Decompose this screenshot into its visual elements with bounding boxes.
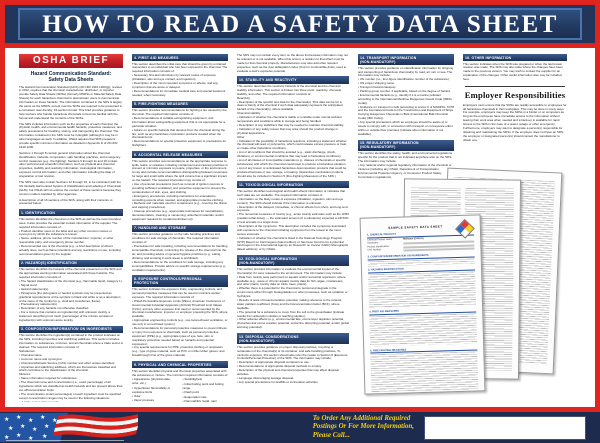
section-8-header: 8. EXPOSURE CONTROLS/PERSONAL PROTECTION — [132, 275, 228, 287]
column-sections-14-15: 14. TRANSPORT INFORMATION (NON-MANDATORY… — [358, 54, 454, 402]
section-1-header: 1. IDENTIFICATION — [19, 209, 123, 217]
list-item: Flash point — [183, 390, 229, 395]
sample-sds-text-block — [370, 351, 479, 393]
poster-content: OSHA BRIEF Hazard Communication Standard… — [5, 48, 595, 407]
list-item: Evaporation rate — [183, 395, 229, 400]
sample-sds-text-block — [369, 313, 478, 347]
column-sections-10-13: The SDS may not contain every item on th… — [237, 54, 349, 402]
section-9-note: The SDS may not contain every item on th… — [237, 54, 348, 73]
svg-text:★: ★ — [52, 417, 57, 424]
svg-text:★: ★ — [44, 423, 49, 430]
section-15-body: This section identifies the safety, heal… — [358, 151, 453, 179]
list-item: Solubility(ies) — [183, 378, 229, 382]
section-14-header: 14. TRANSPORT INFORMATION (NON-MANDATORY… — [358, 54, 454, 66]
red-frame: HOW TO READ A SAFETY DATA SHEET OSHA BRI… — [0, 0, 600, 412]
section-15-header: 15. REGULATORY INFORMATION (NON-MANDATOR… — [358, 139, 454, 151]
svg-text:★: ★ — [42, 433, 47, 440]
section-3-body: This section identifies the ingredient(s… — [19, 333, 123, 402]
section-9-properties-list: Appearance (physical state, color, etc.)… — [132, 378, 228, 402]
osha-brief-label: OSHA BRIEF — [19, 54, 123, 68]
fine-print-line — [6, 439, 124, 441]
divider-line — [465, 86, 565, 88]
svg-text:★: ★ — [28, 435, 33, 442]
section-6-header: 6. ACCIDENTAL RELEASE MEASURES — [132, 151, 228, 159]
us-flag-graphic: ★ ★ ★ ★ ★ ★ ★ ★ ★ ★ ★ ★ ★ — [0, 413, 138, 442]
section-10-header: 10. STABILITY AND REACTIVITY — [237, 76, 349, 84]
section-1-body: This section identifies the chemical on … — [19, 216, 121, 256]
footer-band: ★ ★ ★ ★ ★ ★ ★ ★ ★ ★ ★ ★ ★ To Order Any Additional … — [0, 412, 600, 443]
section-11-body: This section identifies toxicological an… — [237, 188, 349, 252]
section-4-header: 4. FIRST AID MEASURES — [132, 54, 228, 62]
section-3-header: 3. COMPOSITION/INFORMATION ON INGREDIENT… — [19, 325, 123, 333]
section-6-body: This section provides recommendations on… — [132, 158, 228, 222]
section-5-header: 5. FIRE-FIGHTING MEASURES — [132, 100, 228, 108]
sample-sds-page-front: SAMPLE SAFETY DATA SHEET 1. CHEMICAL PRO… — [359, 214, 486, 395]
osha-brief-intro: The Hazard Communication Standard (HCS) … — [19, 84, 123, 207]
section-10-body: This section describes the reactivity ha… — [237, 84, 347, 178]
section-8-body: This section indicates the exposure limi… — [132, 287, 228, 358]
svg-text:★: ★ — [20, 423, 25, 430]
svg-text:★: ★ — [16, 414, 21, 421]
svg-text:★: ★ — [4, 416, 9, 423]
list-item: Appearance (physical state, color, etc.) — [132, 378, 178, 386]
section-7-header: 7. HANDLING AND STORAGE — [132, 224, 228, 232]
svg-text:★: ★ — [4, 434, 9, 441]
section-9-header: 9. PHYSICAL AND CHEMICAL PROPERTIES — [132, 361, 228, 369]
phone-number-box — [424, 415, 586, 440]
section-2-body: This section identifies the hazards of t… — [19, 267, 123, 322]
title-banner-inner: HOW TO READ A SAFETY DATA SHEET — [18, 8, 582, 40]
column-osha-brief: OSHA BRIEF Hazard Communication Standard… — [19, 54, 123, 402]
svg-text:★: ★ — [40, 414, 45, 421]
svg-text:★: ★ — [8, 425, 13, 432]
svg-text:★: ★ — [28, 417, 33, 424]
list-item: Upper/lower flammability or explosive li… — [132, 386, 178, 395]
section-9-body: This section identifies physical and che… — [132, 368, 228, 377]
column-sections-4-9: 4. FIRST AID MEASURES This section descr… — [132, 54, 228, 402]
title-banner: HOW TO READ A SAFETY DATA SHEET — [5, 5, 595, 43]
list-item: Initial boiling point and boiling range — [183, 382, 229, 391]
sample-sds-field-label: CAS Number: — [367, 249, 382, 252]
column-section-16-employer: 16. OTHER INFORMATION This section indic… — [463, 54, 567, 402]
list-item: Odor — [132, 394, 178, 399]
list-item: The SDS must also contain Sections 12 th… — [19, 179, 122, 196]
employer-responsibilities-body: Employers must ensure that the SDSs are … — [463, 102, 567, 142]
list-item: Sections 1 through 8 contain general inf… — [19, 150, 121, 179]
section-13-body: This section provides guidance on proper… — [237, 344, 348, 384]
list-item: Flammability (solid, gas) — [183, 399, 229, 402]
list-item: Vapor pressure — [132, 398, 178, 402]
order-call-text: To Order Any Additional Required Posting… — [312, 415, 414, 439]
section-11-header: 11. TOXICOLOGICAL INFORMATION — [237, 181, 349, 189]
section-7-body: This section provides guidance on the sa… — [132, 232, 228, 272]
section-13-header: 13. DISPOSAL CONSIDERATIONS (NON-MANDATO… — [237, 333, 349, 345]
section-16-body: This section indicates when the SDS was … — [463, 61, 563, 82]
sample-sds-stack: SAMPLE SAFETY DATA SHEET 1. CHEMICAL PRO… — [357, 167, 571, 398]
sample-sds-title: SAMPLE SAFETY DATA SHEET — [388, 224, 443, 230]
poster-title: HOW TO READ A SAFETY DATA SHEET — [42, 10, 558, 38]
section-4-body: This section describes the initial care … — [132, 61, 228, 97]
sample-sds-text-block — [368, 271, 477, 309]
svg-text:★: ★ — [32, 426, 37, 433]
sample-sds-field-value-line — [403, 247, 475, 252]
list-item: The Hazard Communication Standard (HCS) … — [19, 84, 123, 120]
list-item: The SDS includes information such as the… — [19, 121, 122, 149]
section-12-body: This section provides information to eva… — [237, 266, 349, 330]
list-item: A description of all 16 sections of the … — [19, 197, 113, 206]
section-12-header: 12. ECOLOGICAL INFORMATION (NON-MANDATOR… — [237, 255, 349, 267]
section-16-header: 16. OTHER INFORMATION — [463, 54, 567, 62]
section-2-header: 2. HAZARD(S) IDENTIFICATION — [19, 259, 123, 267]
svg-text:★: ★ — [16, 432, 21, 439]
osha-brief-subtitle: Hazard Communication Standard: Safety Da… — [30, 71, 112, 84]
section-5-body: This section provides recommendations fo… — [132, 108, 227, 148]
section-14-body: This section provides guidance on classi… — [358, 65, 454, 136]
employer-responsibilities-title: Employer Responsibilities — [464, 90, 566, 101]
